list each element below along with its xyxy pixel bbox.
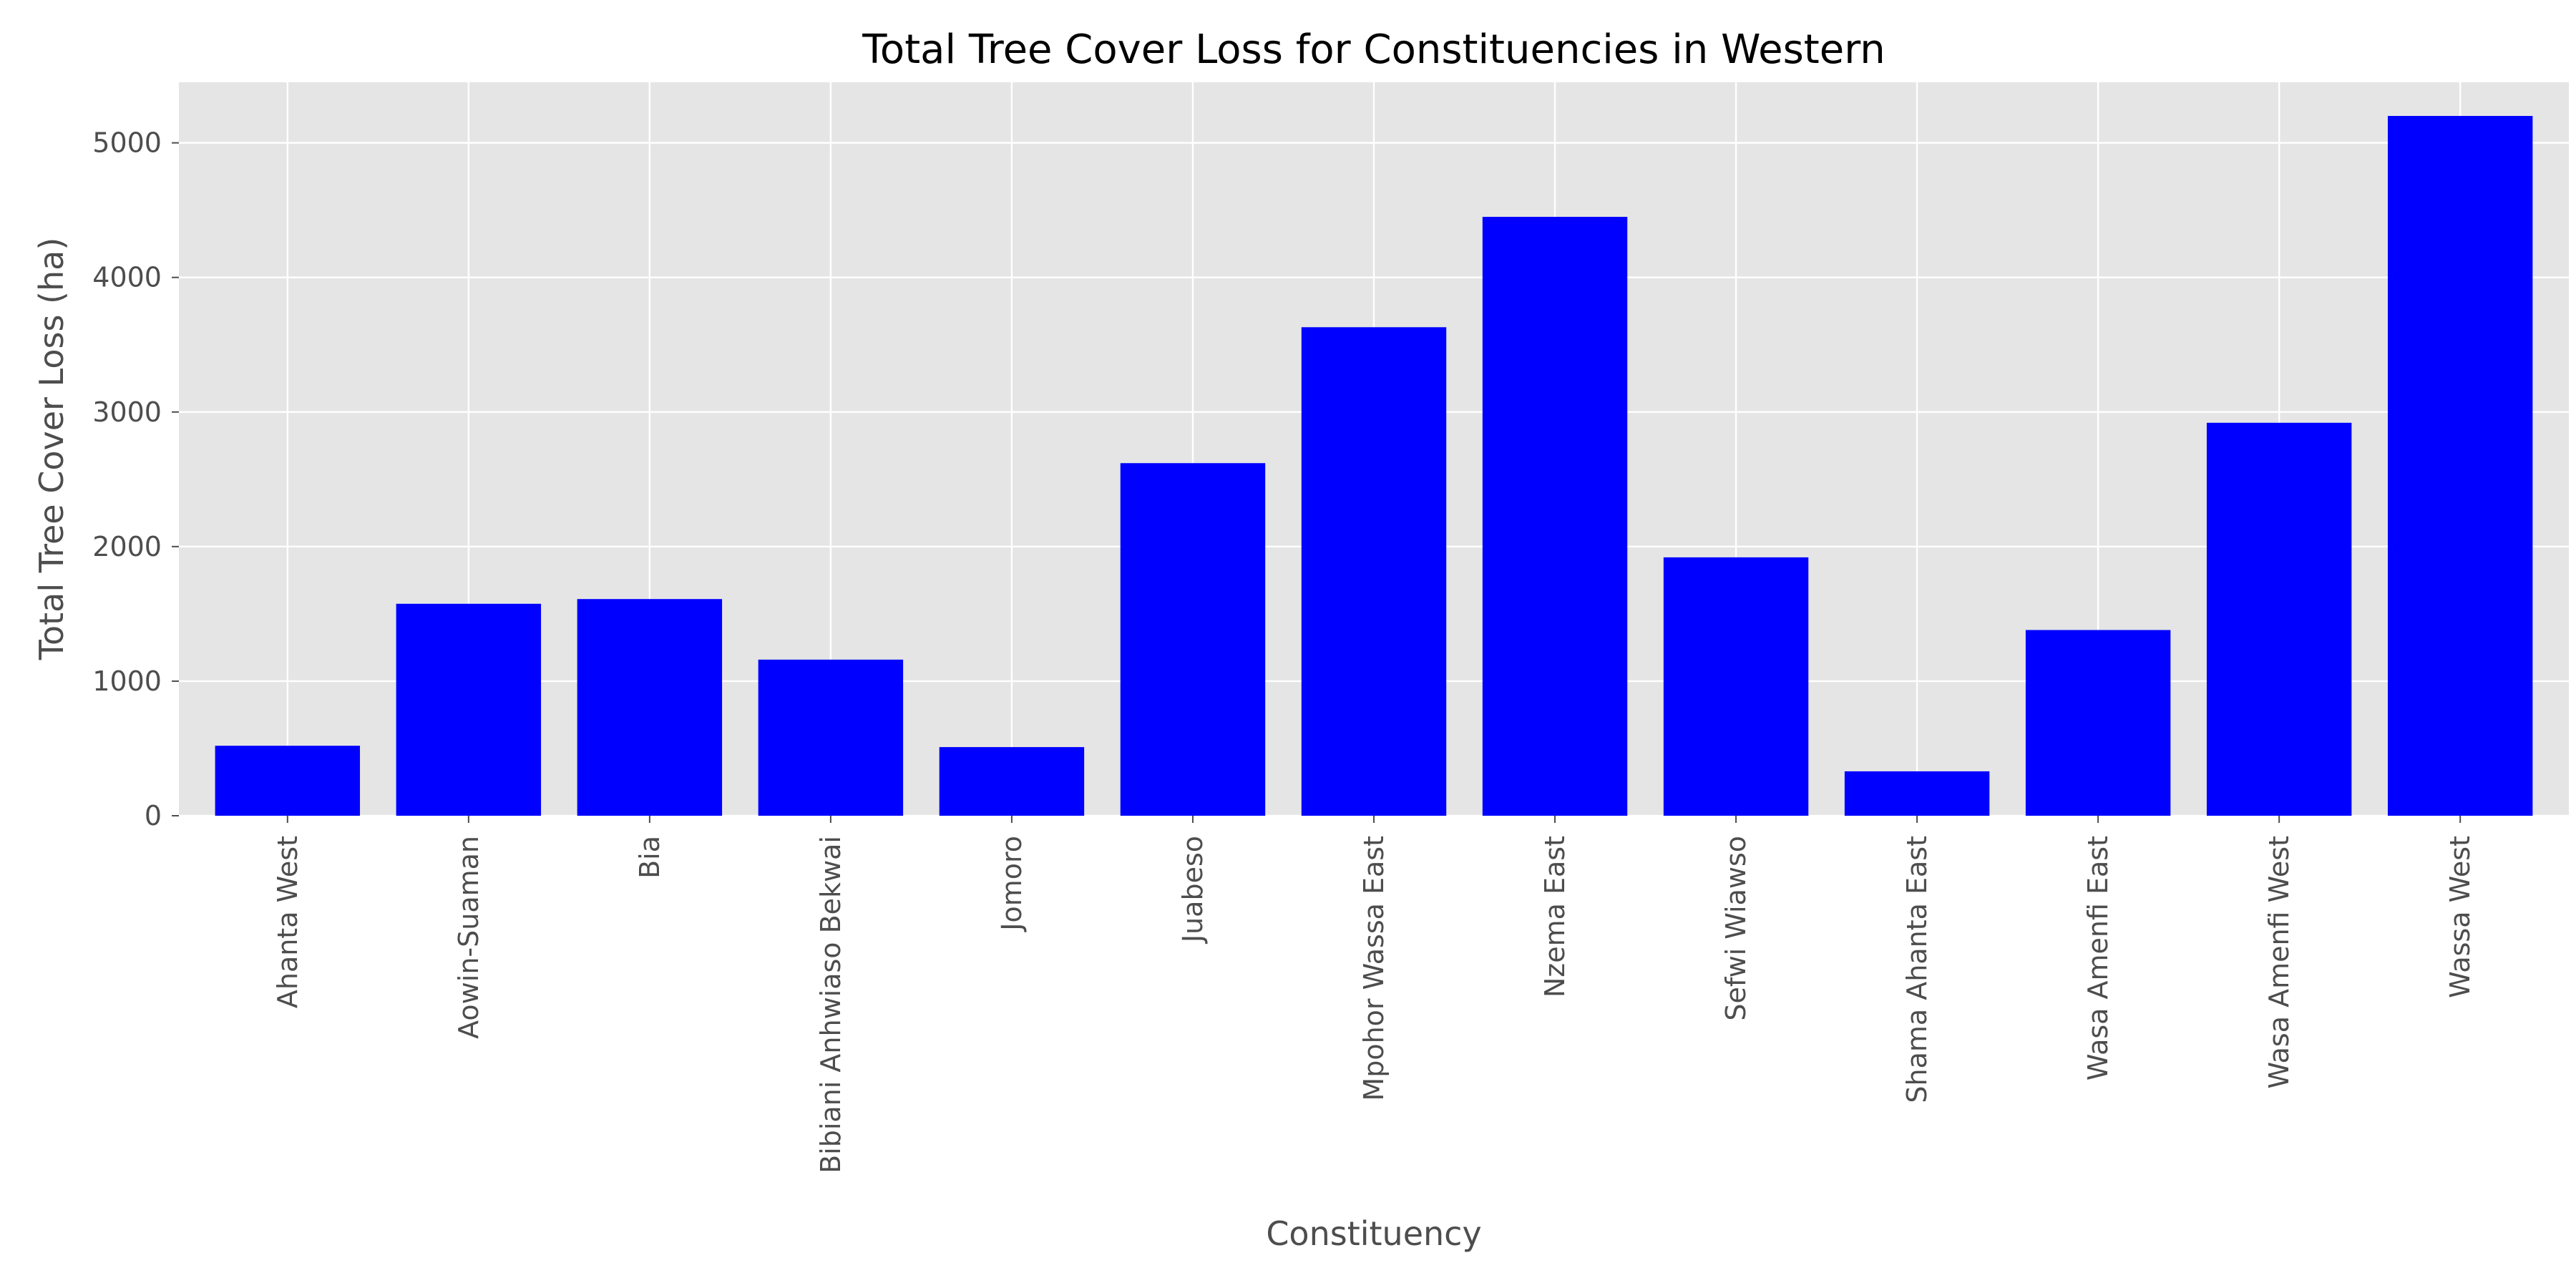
- x-tick-label: Bia: [634, 836, 665, 879]
- bars: [215, 116, 2533, 816]
- x-tick-label: Shama Ahanta East: [1901, 836, 1933, 1103]
- chart-title: Total Tree Cover Loss for Constituencies…: [862, 26, 1885, 73]
- y-tick-label: 3000: [92, 396, 162, 428]
- y-tick-label: 0: [145, 800, 162, 831]
- bar: [758, 659, 904, 816]
- bar: [1844, 771, 1990, 816]
- bar: [215, 746, 361, 816]
- bar: [1482, 217, 1628, 816]
- x-axis-label: Constituency: [1266, 1214, 1481, 1253]
- y-tick-label: 5000: [92, 127, 162, 159]
- x-tick-label: Ahanta West: [272, 836, 303, 1008]
- bar: [2387, 116, 2533, 816]
- x-tick-label: Mpohor Wassa East: [1358, 836, 1390, 1101]
- x-tick-label: Wassa West: [2444, 836, 2476, 998]
- y-tick-label: 2000: [92, 531, 162, 562]
- bar: [939, 747, 1085, 816]
- x-axis-ticks: Ahanta West Aowin-Suaman Bia Bibiani Anhwia…: [272, 816, 2476, 1174]
- x-tick-label: Bibiani Anhwiaso Bekwai: [815, 836, 847, 1174]
- bar: [2206, 422, 2352, 816]
- bar: [577, 599, 723, 816]
- x-tick-label: Juabeso: [1177, 836, 1209, 944]
- y-tick-label: 1000: [92, 665, 162, 697]
- x-tick-label: Aowin-Suaman: [453, 836, 484, 1039]
- y-axis-label: Total Tree Cover Loss (ha): [32, 238, 71, 661]
- bar: [1301, 327, 1447, 816]
- bar: [1663, 557, 1809, 816]
- bar: [1120, 463, 1266, 816]
- bar: [396, 603, 542, 816]
- x-tick-label: Sefwi Wiawso: [1720, 836, 1752, 1021]
- x-tick-label: Wasa Amenfi West: [2263, 836, 2295, 1089]
- y-tick-label: 4000: [92, 262, 162, 293]
- y-axis-ticks: 0 1000 2000 3000 4000 5000: [92, 127, 179, 831]
- x-tick-label: Nzema East: [1539, 836, 1571, 997]
- bar: [2025, 630, 2171, 816]
- x-tick-label: Wasa Amenfi East: [2082, 836, 2114, 1080]
- x-tick-label: Jomoro: [996, 836, 1028, 932]
